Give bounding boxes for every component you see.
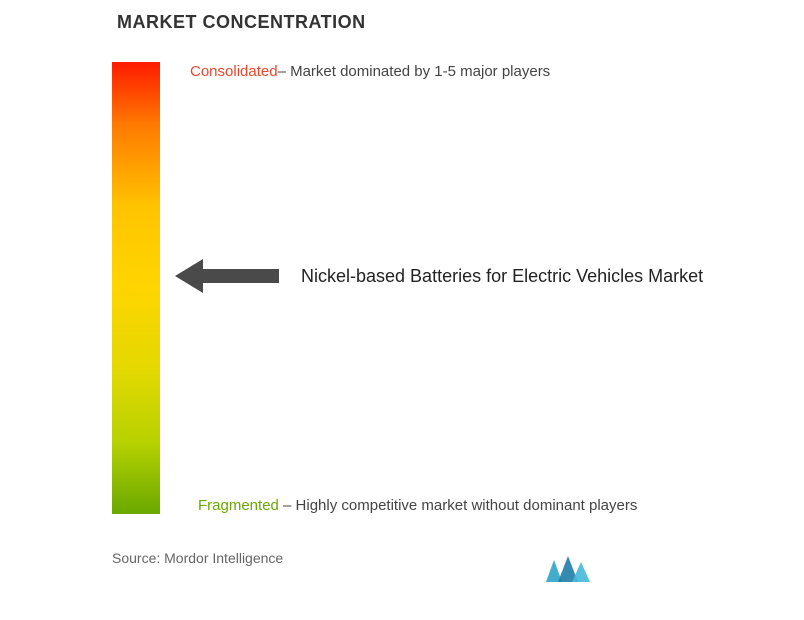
arrow-left-icon: [175, 259, 279, 293]
page-title: MARKET CONCENTRATION: [117, 12, 366, 33]
fragmented-desc: – Highly competitive market without domi…: [279, 497, 638, 514]
consolidated-label: Consolidated– Market dominated by 1-5 ma…: [190, 63, 550, 81]
consolidated-term: Consolidated: [190, 63, 278, 80]
fragmented-label: Fragmented – Highly competitive market w…: [198, 497, 637, 515]
market-name: Nickel-based Batteries for Electric Vehi…: [301, 266, 703, 287]
concentration-gradient-bar: [112, 62, 160, 514]
fragmented-term: Fragmented: [198, 497, 279, 514]
consolidated-desc: – Market dominated by 1-5 major players: [278, 63, 551, 80]
mordor-logo-icon: [546, 556, 590, 582]
source-text: Source: Mordor Intelligence: [112, 550, 283, 566]
market-pointer: Nickel-based Batteries for Electric Vehi…: [175, 259, 703, 293]
